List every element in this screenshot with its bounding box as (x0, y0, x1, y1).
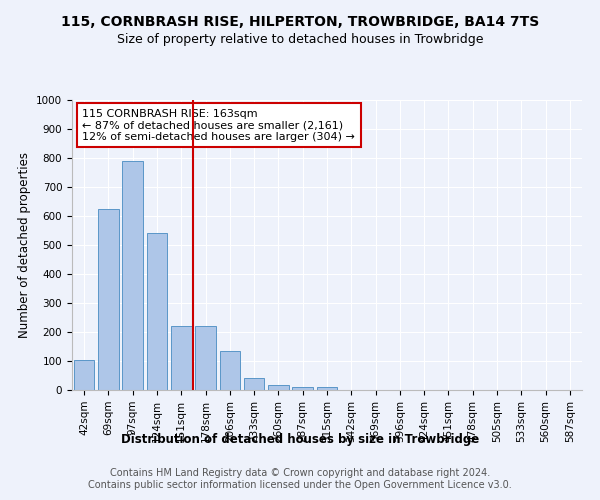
Bar (171, 326, 191, 390)
Text: Distribution of detached houses by size in Trowbridge: Distribution of detached houses by size … (121, 432, 479, 446)
Y-axis label: Number of detached properties: Number of detached properties (17, 152, 31, 338)
Bar (195, 326, 216, 390)
Text: Contains HM Land Registry data © Crown copyright and database right 2024.
Contai: Contains HM Land Registry data © Crown c… (88, 468, 512, 490)
Bar (292, 387, 313, 390)
Bar (244, 378, 265, 390)
Bar (317, 386, 337, 390)
Bar (98, 209, 119, 390)
Bar (220, 351, 240, 390)
Text: 115 CORNBRASH RISE: 163sqm
← 87% of detached houses are smaller (2,161)
12% of s: 115 CORNBRASH RISE: 163sqm ← 87% of deta… (82, 108, 355, 142)
Text: Size of property relative to detached houses in Trowbridge: Size of property relative to detached ho… (117, 32, 483, 46)
Bar (268, 385, 289, 390)
Bar (146, 234, 167, 390)
Bar (122, 161, 143, 390)
Text: 115, CORNBRASH RISE, HILPERTON, TROWBRIDGE, BA14 7TS: 115, CORNBRASH RISE, HILPERTON, TROWBRID… (61, 15, 539, 29)
Bar (74, 360, 94, 390)
